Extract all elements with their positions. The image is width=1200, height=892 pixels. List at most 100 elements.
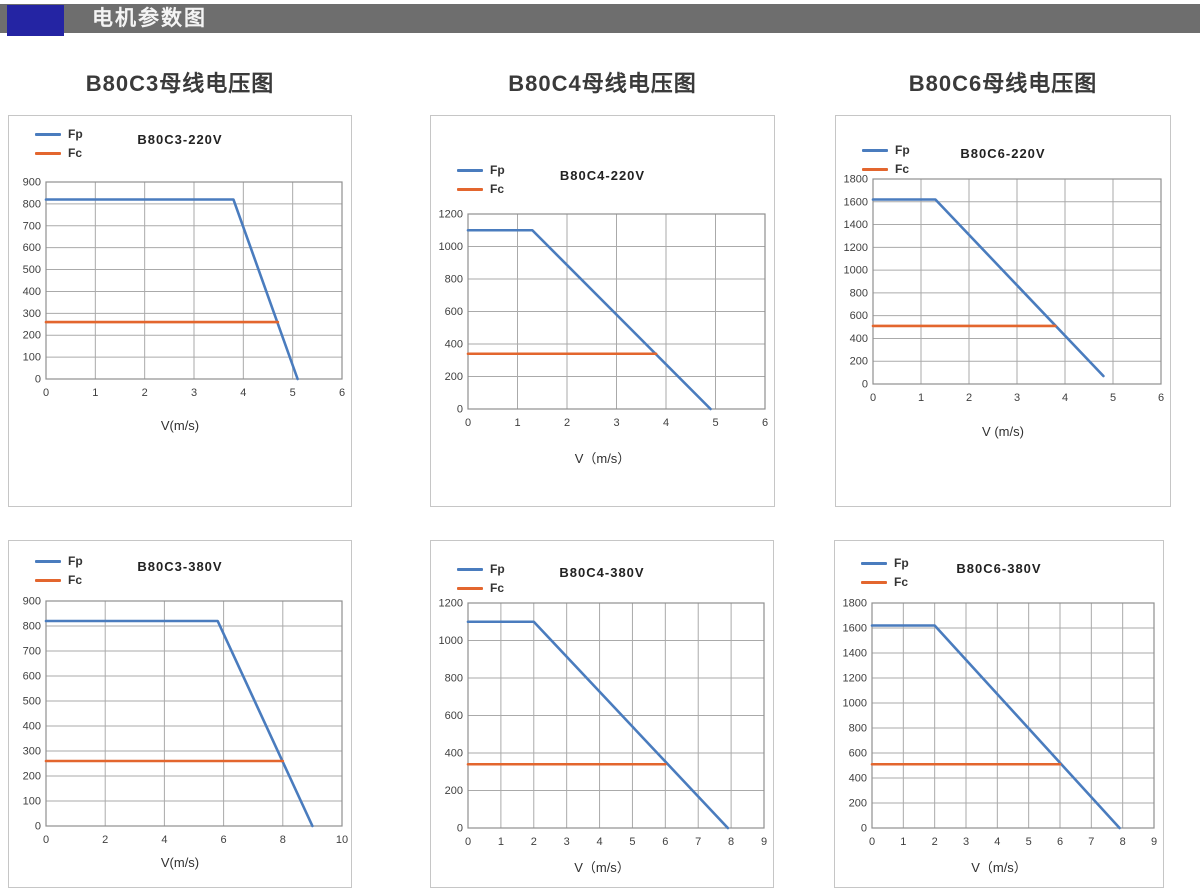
chart-legend: Fp Fc xyxy=(457,162,505,200)
svg-text:200: 200 xyxy=(23,771,41,783)
legend-item-fp: Fp xyxy=(862,142,910,158)
svg-text:2: 2 xyxy=(932,836,938,848)
legend-item-fp: Fp xyxy=(35,126,83,142)
svg-text:700: 700 xyxy=(23,646,41,658)
page-title: 电机参数图 xyxy=(92,7,207,30)
svg-text:4: 4 xyxy=(994,836,1000,848)
chart-title: B80C6-380V xyxy=(956,561,1042,576)
svg-text:3: 3 xyxy=(613,417,619,429)
chart-legend: Fp Fc xyxy=(35,553,83,591)
chart-title: B80C4-220V xyxy=(559,168,646,183)
legend-item-fc: Fc xyxy=(862,161,910,177)
legend-label-fp: Fp xyxy=(490,163,505,177)
legend-label-fc: Fc xyxy=(68,573,83,587)
chart-legend: Fp Fc xyxy=(862,142,910,180)
svg-text:3: 3 xyxy=(963,836,969,848)
svg-text:400: 400 xyxy=(445,748,463,760)
svg-text:1400: 1400 xyxy=(844,219,868,231)
svg-text:200: 200 xyxy=(850,356,868,368)
svg-text:9: 9 xyxy=(761,836,767,848)
x-axis-label: V(m/s) xyxy=(160,855,200,870)
svg-text:5: 5 xyxy=(290,387,296,399)
svg-text:400: 400 xyxy=(850,333,868,345)
chart-title: B80C3-220V xyxy=(137,132,223,147)
svg-text:0: 0 xyxy=(861,823,867,835)
svg-text:400: 400 xyxy=(23,721,41,733)
svg-text:7: 7 xyxy=(1088,836,1094,848)
chart-card-b80c3-220v: Fp Fc B80C3-220V 0 100 200 300 400 500 600 700 8… xyxy=(8,115,352,507)
legend-item-fc: Fc xyxy=(457,181,505,197)
svg-text:5: 5 xyxy=(712,417,718,429)
legend-item-fc: Fc xyxy=(861,574,909,590)
chart-legend: Fp Fc xyxy=(861,555,909,593)
svg-text:8: 8 xyxy=(1120,836,1126,848)
svg-text:300: 300 xyxy=(23,308,41,320)
svg-text:600: 600 xyxy=(850,310,868,322)
fc-line-swatch xyxy=(861,580,887,584)
legend-label-fp: Fp xyxy=(68,554,83,568)
svg-text:0: 0 xyxy=(465,417,471,429)
fp-line-swatch xyxy=(861,561,887,565)
x-axis-label: V（m/s） xyxy=(574,451,631,466)
x-axis-label: V（m/s） xyxy=(971,860,1027,875)
chart-title: B80C6-220V xyxy=(960,146,1046,161)
svg-text:1200: 1200 xyxy=(439,598,463,610)
legend-item-fp: Fp xyxy=(861,555,909,571)
svg-text:600: 600 xyxy=(23,671,41,683)
svg-text:1800: 1800 xyxy=(843,598,867,610)
legend-label-fc: Fc xyxy=(490,581,505,595)
svg-text:900: 900 xyxy=(23,596,41,608)
svg-text:4: 4 xyxy=(596,836,602,848)
svg-text:1: 1 xyxy=(514,417,520,429)
svg-text:600: 600 xyxy=(849,748,867,760)
svg-text:0: 0 xyxy=(43,387,49,399)
svg-text:1800: 1800 xyxy=(844,174,868,186)
svg-text:500: 500 xyxy=(23,696,41,708)
svg-text:3: 3 xyxy=(191,387,197,399)
svg-text:600: 600 xyxy=(445,710,463,722)
svg-text:800: 800 xyxy=(23,198,41,210)
svg-text:0: 0 xyxy=(862,379,868,391)
svg-text:6: 6 xyxy=(762,417,768,429)
svg-text:900: 900 xyxy=(23,177,41,189)
fp-line-swatch xyxy=(457,168,483,172)
svg-text:2: 2 xyxy=(142,387,148,399)
chart-card-b80c4-380v: Fp Fc B80C4-380V 0 200 400 600 800 1000 1200 0 1… xyxy=(430,540,774,888)
chart-card-b80c4-220v: Fp Fc B80C4-220V 0 200 400 600 800 1000 1200 0 1… xyxy=(430,115,775,507)
svg-text:4: 4 xyxy=(1062,392,1068,404)
svg-text:0: 0 xyxy=(43,834,49,846)
svg-text:2: 2 xyxy=(966,392,972,404)
svg-text:800: 800 xyxy=(850,287,868,299)
svg-text:1200: 1200 xyxy=(844,242,868,254)
svg-text:0: 0 xyxy=(457,823,463,835)
svg-text:9: 9 xyxy=(1151,836,1157,848)
svg-text:1: 1 xyxy=(498,836,504,848)
fp-line-swatch xyxy=(35,132,61,136)
svg-text:100: 100 xyxy=(23,796,41,808)
header-accent-block xyxy=(7,5,64,36)
svg-text:6: 6 xyxy=(1158,392,1164,404)
plot-area: 0 100 200 300 400 500 600 700 800 900 0 2 4 6 8 10 xyxy=(23,596,348,847)
plot-area: 0 200 400 600 800 1000 1200 1400 1600 1800 0 1 2 3 4 5 6… xyxy=(843,598,1158,849)
svg-text:6: 6 xyxy=(662,836,668,848)
svg-text:400: 400 xyxy=(445,339,463,351)
legend-label-fc: Fc xyxy=(490,182,505,196)
svg-text:1: 1 xyxy=(900,836,906,848)
legend-label-fc: Fc xyxy=(895,162,910,176)
chart-card-b80c6-220v: Fp Fc B80C6-220V 0 200 400 600 800 1000 1200 14… xyxy=(835,115,1171,507)
svg-text:3: 3 xyxy=(1014,392,1020,404)
svg-text:2: 2 xyxy=(102,834,108,846)
column-title-b80c6: B80C6母线电压图 xyxy=(908,71,1098,96)
svg-text:300: 300 xyxy=(23,746,41,758)
svg-text:800: 800 xyxy=(849,723,867,735)
svg-text:1200: 1200 xyxy=(843,673,867,685)
svg-text:6: 6 xyxy=(221,834,227,846)
svg-text:200: 200 xyxy=(445,785,463,797)
svg-text:600: 600 xyxy=(445,306,463,318)
legend-label-fp: Fp xyxy=(68,127,83,141)
svg-text:1: 1 xyxy=(92,387,98,399)
svg-text:4: 4 xyxy=(161,834,167,846)
svg-text:400: 400 xyxy=(23,286,41,298)
plot-area: 0 200 400 600 800 1000 1200 1400 1600 1800 0 1 2 3 4 5 6 xyxy=(844,174,1165,405)
